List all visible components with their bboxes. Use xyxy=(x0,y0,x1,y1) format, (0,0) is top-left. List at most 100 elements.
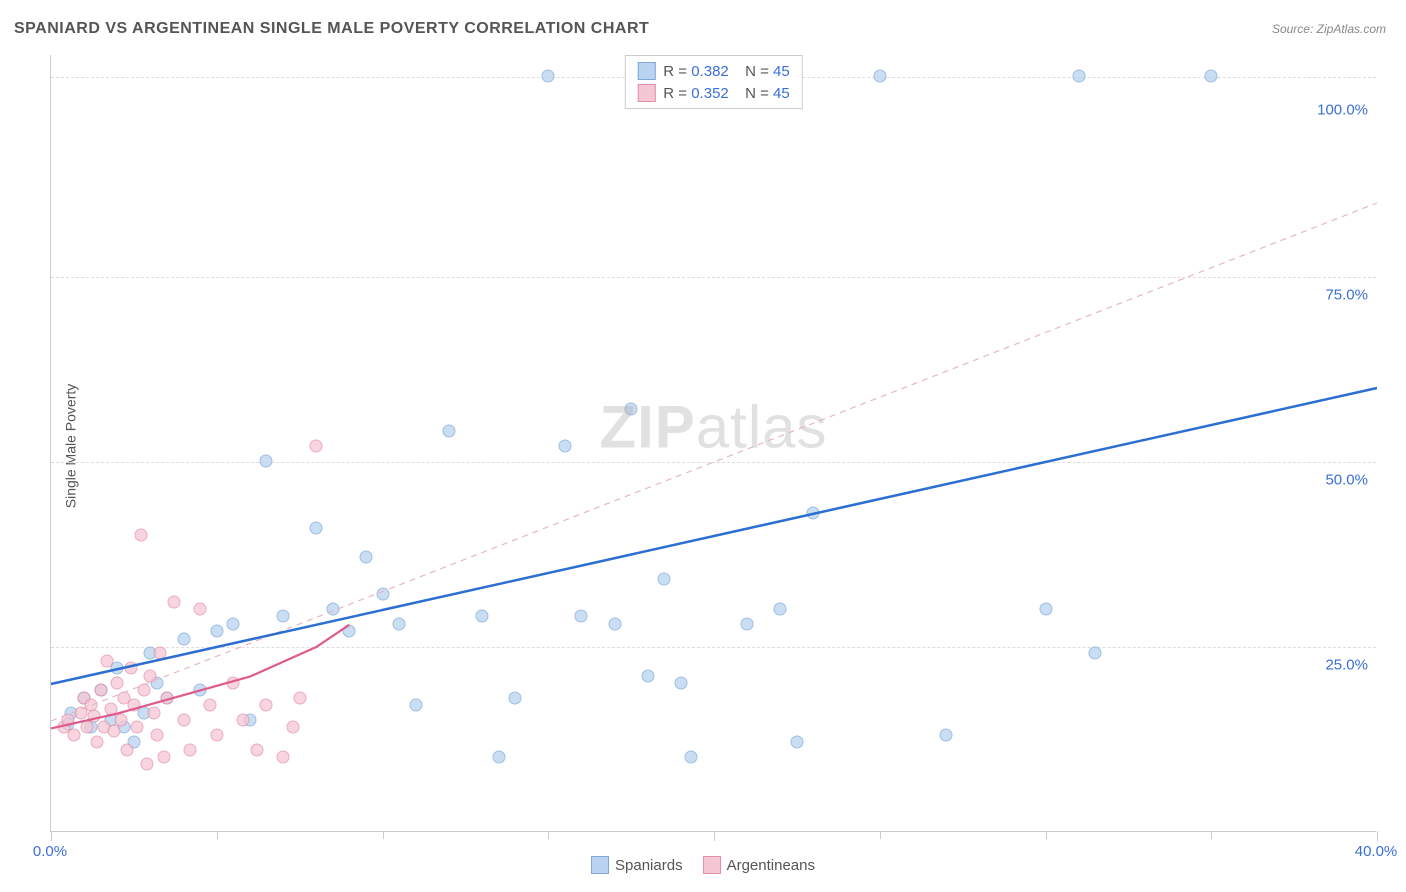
data-point xyxy=(286,721,299,734)
data-point xyxy=(393,617,406,630)
y-tick-label: 25.0% xyxy=(1325,657,1368,674)
data-point xyxy=(1089,647,1102,660)
data-point xyxy=(68,728,81,741)
legend-correlation: R = 0.382 N = 45R = 0.352 N = 45 xyxy=(624,55,802,109)
data-point xyxy=(625,403,638,416)
data-point xyxy=(210,728,223,741)
data-point xyxy=(107,725,120,738)
chart-title: SPANIARD VS ARGENTINEAN SINGLE MALE POVE… xyxy=(14,20,649,38)
data-point xyxy=(127,699,140,712)
data-point xyxy=(134,529,147,542)
data-point xyxy=(260,455,273,468)
legend-swatch xyxy=(637,62,655,80)
legend-series-item: Argentineans xyxy=(703,856,815,874)
data-point xyxy=(147,706,160,719)
data-point xyxy=(204,699,217,712)
data-point xyxy=(157,751,170,764)
data-point xyxy=(509,691,522,704)
data-point xyxy=(161,691,174,704)
data-point xyxy=(194,684,207,697)
data-point xyxy=(608,617,621,630)
data-point xyxy=(310,440,323,453)
legend-series-item: Spaniards xyxy=(591,856,683,874)
data-point xyxy=(61,714,74,727)
x-tick xyxy=(1377,831,1378,841)
data-point xyxy=(310,521,323,534)
data-point xyxy=(376,588,389,601)
data-point xyxy=(359,551,372,564)
gridline xyxy=(51,462,1376,463)
data-point xyxy=(88,710,101,723)
data-point xyxy=(873,70,886,83)
legend-series-label: Spaniards xyxy=(615,857,683,874)
data-point xyxy=(409,699,422,712)
legend-r: R = 0.352 xyxy=(663,85,728,102)
legend-n: N = 45 xyxy=(737,63,790,80)
data-point xyxy=(807,506,820,519)
data-point xyxy=(111,677,124,690)
data-point xyxy=(475,610,488,623)
data-point xyxy=(260,699,273,712)
x-tick xyxy=(51,831,52,841)
data-point xyxy=(131,721,144,734)
data-point xyxy=(658,573,671,586)
data-point xyxy=(293,691,306,704)
data-point xyxy=(227,617,240,630)
data-point xyxy=(674,677,687,690)
data-point xyxy=(542,70,555,83)
data-point xyxy=(167,595,180,608)
data-point xyxy=(104,702,117,715)
y-tick-label: 50.0% xyxy=(1325,472,1368,489)
x-tick xyxy=(548,831,549,839)
trendline-spaniards xyxy=(51,388,1377,684)
data-point xyxy=(194,603,207,616)
y-tick-label: 100.0% xyxy=(1317,102,1368,119)
legend-r: R = 0.382 xyxy=(663,63,728,80)
legend-correlation-row: R = 0.382 N = 45 xyxy=(637,60,789,82)
data-point xyxy=(154,647,167,660)
legend-series: Spaniards Argentineans xyxy=(591,856,815,874)
data-point xyxy=(326,603,339,616)
data-point xyxy=(741,617,754,630)
data-point xyxy=(177,714,190,727)
data-point xyxy=(343,625,356,638)
y-tick-label: 75.0% xyxy=(1325,287,1368,304)
data-point xyxy=(91,736,104,749)
data-point xyxy=(137,684,150,697)
x-tick xyxy=(880,831,881,839)
data-point xyxy=(184,743,197,756)
x-tick xyxy=(714,831,715,841)
data-point xyxy=(210,625,223,638)
data-point xyxy=(94,684,107,697)
data-point xyxy=(940,728,953,741)
data-point xyxy=(141,758,154,771)
plot-area: ZIPatlas R = 0.382 N = 45R = 0.352 N = 4… xyxy=(50,55,1376,832)
data-point xyxy=(277,610,290,623)
data-point xyxy=(684,751,697,764)
data-point xyxy=(227,677,240,690)
x-tick xyxy=(1211,831,1212,839)
data-point xyxy=(558,440,571,453)
legend-swatch xyxy=(591,856,609,874)
legend-correlation-row: R = 0.352 N = 45 xyxy=(637,82,789,104)
data-point xyxy=(442,425,455,438)
data-point xyxy=(151,728,164,741)
legend-swatch xyxy=(637,84,655,102)
data-point xyxy=(121,743,134,756)
legend-swatch xyxy=(703,856,721,874)
legend-n: N = 45 xyxy=(737,85,790,102)
data-point xyxy=(641,669,654,682)
data-point xyxy=(81,721,94,734)
x-tick xyxy=(383,831,384,839)
data-point xyxy=(1205,70,1218,83)
data-point xyxy=(237,714,250,727)
x-tick-label: 40.0% xyxy=(1355,843,1398,860)
data-point xyxy=(177,632,190,645)
x-tick xyxy=(1046,831,1047,839)
data-point xyxy=(774,603,787,616)
data-point xyxy=(144,669,157,682)
legend-series-label: Argentineans xyxy=(727,857,815,874)
x-tick xyxy=(217,831,218,839)
watermark-bold: ZIP xyxy=(599,394,695,461)
data-point xyxy=(114,714,127,727)
